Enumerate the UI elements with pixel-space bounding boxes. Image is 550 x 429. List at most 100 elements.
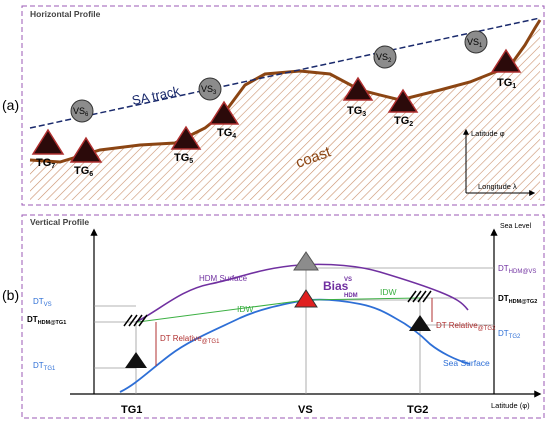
tg2-triangle-b xyxy=(409,315,431,331)
vs6-label: VS xyxy=(73,106,85,116)
svg-text:TG5: TG5 xyxy=(174,152,193,165)
tg4-marker: TG4 xyxy=(208,100,240,140)
tg7-triangle xyxy=(31,128,65,155)
tg5-marker: TG5 xyxy=(170,125,202,165)
idw-label-left: IDW xyxy=(237,304,254,314)
idw-line-left xyxy=(137,299,307,323)
mini-axes: Latitude φ Longitude λ xyxy=(463,128,536,196)
vs6-circle xyxy=(70,99,94,123)
svg-text:DTHDM@TG1: DTHDM@TG1 xyxy=(27,315,66,326)
vs3-label: VS xyxy=(201,84,213,94)
vs3-marker: VS3 xyxy=(198,77,222,101)
land-area xyxy=(30,20,540,200)
tg6-label: TG xyxy=(74,165,89,177)
vs6-sub: 6 xyxy=(85,112,89,118)
vs2-marker: VS2 xyxy=(373,45,397,69)
tg5-sub: 5 xyxy=(189,158,193,165)
dt-relative-tg1-sub: @TG1 xyxy=(202,339,220,345)
svg-text:VS1: VS1 xyxy=(467,37,483,49)
dt-tg1-sub: TG1 xyxy=(44,366,56,372)
axis-lon-label: Longitude λ xyxy=(478,182,517,191)
hdm-surface-line xyxy=(135,263,469,323)
sa-track-label: SA track xyxy=(131,83,182,108)
dt-tg2-sub: TG2 xyxy=(509,334,521,340)
svg-text:DTHDM@VS: DTHDM@VS xyxy=(498,264,536,275)
idw-label-right: IDW xyxy=(380,287,397,297)
tg5-triangle xyxy=(170,125,202,150)
tg2-label: TG xyxy=(394,115,409,127)
guide-lines xyxy=(94,267,494,394)
svg-text:TG6: TG6 xyxy=(74,165,93,178)
hdm-surface-label: HDM Surface xyxy=(199,274,248,283)
tg1-triangle xyxy=(490,48,522,73)
panel-b: Vertical Profile (b) Sea Level Latitude … xyxy=(2,214,545,419)
tg2-sub: 2 xyxy=(409,121,413,128)
dt-vs-sub: VS xyxy=(44,302,52,308)
latitude-axis-label: Latitude (φ) xyxy=(491,401,530,410)
vs2-sub: 2 xyxy=(388,58,392,64)
tg2-marker: TG2 xyxy=(387,88,419,128)
ground-symbol-tg2 xyxy=(407,290,432,303)
svg-text:VS2: VS2 xyxy=(376,52,392,64)
tg3-label: TG xyxy=(347,105,362,117)
tg4-triangle xyxy=(208,100,240,125)
svg-text:DTVS: DTVS xyxy=(33,297,52,308)
dt-hdm-tg1-sub: HDM@TG1 xyxy=(38,320,67,326)
dt-relative-tg2-label: DT Relative xyxy=(436,321,478,330)
svg-text:DT Relative@TG1: DT Relative@TG1 xyxy=(160,334,220,345)
dt-relative-tg2-sub: @TG2 xyxy=(478,326,496,332)
tg7-label: TG xyxy=(36,157,51,169)
tg1-label: TG xyxy=(497,77,512,89)
vs3-circle xyxy=(198,77,222,101)
dt-hdm-vs-sub: HDM@VS xyxy=(509,269,537,275)
dt-hdm-tg2-sub: HDM@TG2 xyxy=(509,299,538,305)
dt-vs-label: DT xyxy=(33,297,44,306)
bias-sub: HDM xyxy=(344,293,358,299)
ground-symbol-tg1 xyxy=(123,314,148,327)
dt-hdm-tg2-label: DT xyxy=(498,294,509,303)
svg-text:TG3: TG3 xyxy=(347,105,366,118)
x-label-tg1: TG1 xyxy=(121,404,142,416)
axis-lat-label: Latitude φ xyxy=(471,129,505,138)
dt-hdm-tg1-label: DT xyxy=(27,315,38,324)
tg1-sub: 1 xyxy=(512,83,516,90)
svg-text:DTHDM@TG2: DTHDM@TG2 xyxy=(498,294,537,305)
sea-level-label: Sea Level xyxy=(500,223,532,230)
vs1-sub: 1 xyxy=(479,43,483,49)
tg4-sub: 4 xyxy=(232,133,236,140)
dt-tg1-label: DT xyxy=(33,361,44,370)
vs-sea-triangle xyxy=(294,289,318,308)
x-label-tg2: TG2 xyxy=(407,404,428,416)
svg-text:DTTG2: DTTG2 xyxy=(498,329,521,340)
svg-text:VS6: VS6 xyxy=(73,106,89,118)
tg3-triangle xyxy=(342,76,374,101)
vs-hdm-triangle xyxy=(293,251,319,271)
tg3-sub: 3 xyxy=(362,111,366,118)
tg7-marker: TG7 xyxy=(31,128,65,170)
tg6-sub: 6 xyxy=(89,171,93,178)
dt-hdm-vs-label: DT xyxy=(498,264,509,273)
tg7-sub: 7 xyxy=(51,163,55,170)
vs6-marker: VS6 xyxy=(70,99,94,123)
svg-text:TG2: TG2 xyxy=(394,115,413,128)
bias-sup: VS xyxy=(344,277,352,283)
svg-text:VS3: VS3 xyxy=(201,84,217,96)
vs3-sub: 3 xyxy=(213,90,217,96)
vs1-label: VS xyxy=(467,37,479,47)
dt-tg2-label: DT xyxy=(498,329,509,338)
dt-relative-tg1-label: DT Relative xyxy=(160,334,202,343)
sa-track-line xyxy=(29,17,541,129)
tg1-marker: TG1 xyxy=(490,48,522,90)
sea-surface-line xyxy=(119,298,471,393)
tg5-label: TG xyxy=(174,152,189,164)
panel-a: Horizontal Profile (a) SA track coast VS… xyxy=(2,5,545,206)
svg-text:TG7: TG7 xyxy=(36,157,55,170)
vs2-label: VS xyxy=(376,52,388,62)
panel-a-tag: (a) xyxy=(2,97,19,113)
sea-surface-label: Sea Surface xyxy=(443,358,490,368)
svg-text:DTTG1: DTTG1 xyxy=(33,361,56,372)
panel-b-tag: (b) xyxy=(2,287,19,303)
tg3-marker: TG3 xyxy=(342,76,374,118)
